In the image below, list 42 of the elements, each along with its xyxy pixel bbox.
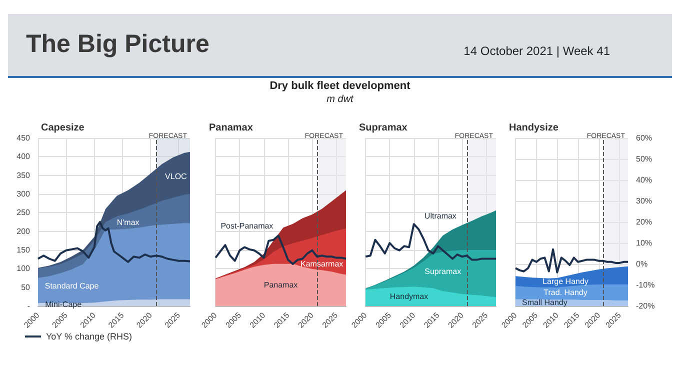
series-label: Ultramax xyxy=(424,212,456,221)
series-label: Post-Panamax xyxy=(220,222,274,231)
y2-tick-label: -10% xyxy=(636,280,655,290)
y-tick-label: 100 xyxy=(16,264,31,274)
series-label: Small Handy xyxy=(522,298,568,308)
y-tick-label: 400 xyxy=(16,152,31,162)
series-label: Trad. Handy xyxy=(544,288,588,298)
y2-tick-label: -20% xyxy=(636,302,655,310)
chart-title: Supramax xyxy=(359,122,408,134)
series-label: Handymax xyxy=(390,292,428,301)
text: m dwt xyxy=(326,94,354,105)
y2-tick-label: 20% xyxy=(636,218,652,226)
series-label: VLOC xyxy=(165,172,188,182)
series-label: Standard Cape xyxy=(44,282,100,291)
y-tick-label: 300 xyxy=(16,190,31,198)
y2-tick-label: 0% xyxy=(636,260,648,268)
chart-title: Capesize xyxy=(41,122,85,134)
y-tick-label: 250 xyxy=(16,208,31,218)
series-label: Supramax xyxy=(424,266,462,276)
legend-label: YoY % change (RHS) xyxy=(46,332,132,342)
chart-title: Handysize xyxy=(509,122,559,134)
series-label: Kamsarmax xyxy=(300,260,344,269)
y2-tick-label: 50% xyxy=(636,154,652,164)
series-label: Large Handy xyxy=(542,276,588,286)
series-label: Mini-Cape xyxy=(45,300,82,310)
y-tick-label: 150 xyxy=(16,246,31,254)
y2-tick-label: 30% xyxy=(636,196,652,206)
text: The Big Picture xyxy=(26,30,210,59)
line-series xyxy=(514,248,629,274)
y2-tick-label: 60% xyxy=(636,134,652,142)
text: Dry bulk fleet development xyxy=(268,80,412,92)
series-label: Panamax xyxy=(264,280,298,290)
y-tick-label: 450 xyxy=(16,134,31,142)
y-tick-label: 50 xyxy=(21,282,31,292)
y2-tick-label: 40% xyxy=(636,176,652,184)
text: 14 October 2021 | Week 41 xyxy=(464,44,610,58)
y-tick-label: - xyxy=(27,302,30,310)
series-label: N'max xyxy=(116,218,140,228)
y2-tick-label: 10% xyxy=(636,238,652,248)
chart-title: Panamax xyxy=(209,122,254,134)
y-tick-label: 350 xyxy=(16,170,31,180)
y-tick-label: 200 xyxy=(16,226,31,236)
